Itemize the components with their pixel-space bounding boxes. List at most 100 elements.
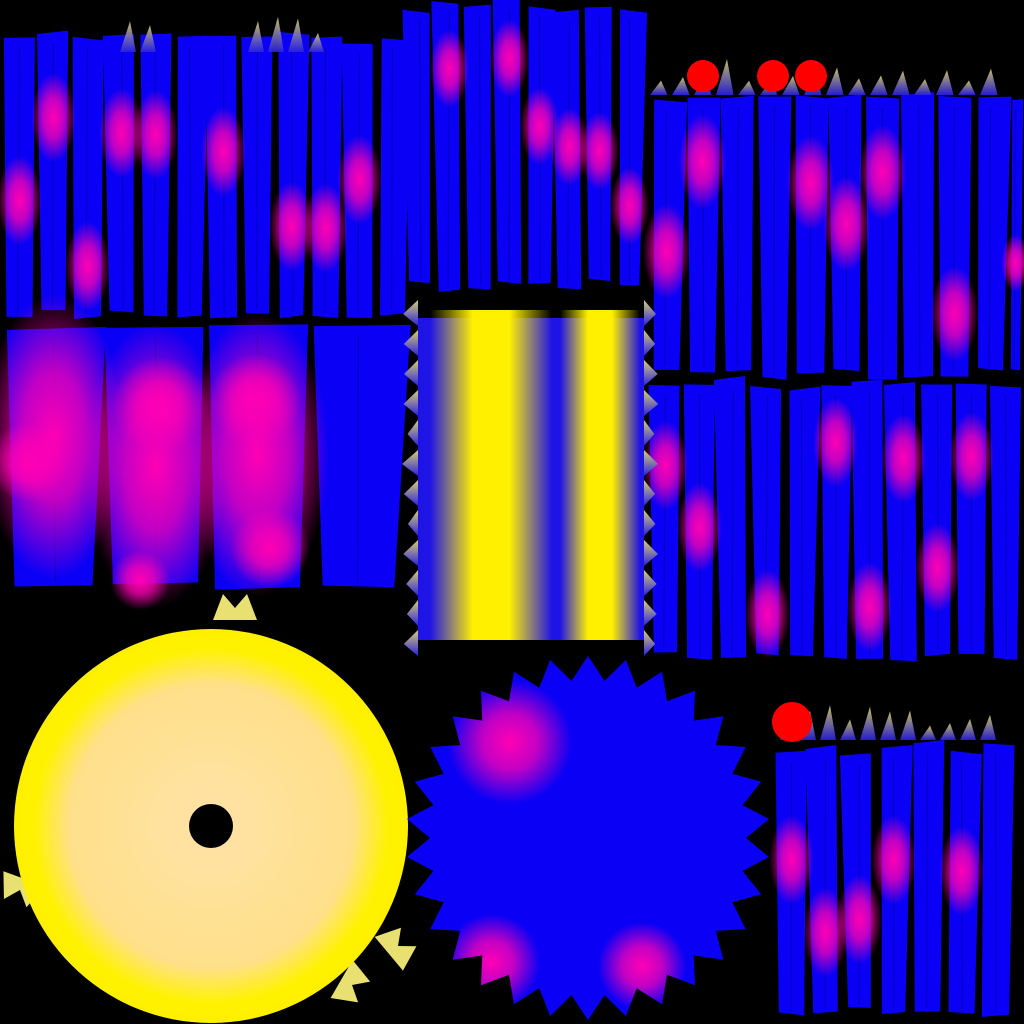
- gear-glow-bottom-right: [598, 922, 686, 1010]
- strip-panel: [463, 4, 491, 290]
- magenta-glow: [847, 562, 892, 652]
- red-marker: [795, 60, 827, 92]
- fringe-tab: [892, 70, 910, 95]
- fringe-tab: [958, 80, 976, 95]
- fringe-tab: [644, 570, 657, 596]
- fringe-tab: [140, 25, 156, 52]
- magenta-glow: [209, 354, 301, 446]
- magenta-glow: [858, 125, 907, 221]
- fringe-tab: [880, 711, 896, 740]
- strip-panel: [789, 386, 821, 657]
- magenta-glow: [642, 203, 691, 299]
- red-markers: [687, 60, 827, 742]
- fringe-tab: [900, 710, 916, 740]
- fringe-tab: [644, 510, 656, 536]
- fringe-tab: [644, 480, 656, 506]
- gear-glow-top: [448, 680, 572, 804]
- red-marker: [772, 702, 812, 742]
- magenta-glow: [813, 397, 858, 487]
- fringe-tab: [404, 360, 418, 386]
- magenta-glow: [930, 266, 979, 362]
- magenta-glow: [678, 114, 727, 210]
- magenta-glow: [490, 19, 529, 98]
- fringe-tab: [268, 16, 284, 53]
- strip-panel: [177, 35, 209, 318]
- fringe-tab: [644, 630, 656, 656]
- fringe-tab: [826, 67, 844, 95]
- strip-panel: [713, 376, 747, 658]
- fringe-tab: [940, 723, 956, 740]
- magenta-glow: [230, 508, 310, 588]
- magenta-glows: [0, 19, 1024, 977]
- magenta-glow: [949, 411, 994, 502]
- strip-seam: [188, 46, 191, 312]
- disc-center-hole: [189, 804, 233, 848]
- fringe-tab: [738, 80, 756, 95]
- strip-panel: [619, 9, 648, 286]
- fringe-tab: [407, 510, 418, 536]
- magenta-glow: [0, 155, 42, 246]
- strip-seam: [917, 105, 921, 373]
- magenta-glow: [520, 87, 559, 166]
- magenta-glow: [99, 88, 144, 178]
- magenta-glow: [939, 826, 984, 916]
- magenta-glow: [133, 90, 178, 180]
- magenta-glow: [430, 29, 469, 108]
- fringe-tab: [403, 480, 418, 506]
- fringe-tab: [248, 21, 264, 52]
- magenta-glow: [550, 107, 589, 186]
- magenta-glow: [65, 221, 110, 311]
- strip-seam: [418, 19, 422, 280]
- fringe-tab: [980, 68, 998, 95]
- magenta-glow: [871, 815, 916, 905]
- magenta-glow: [1001, 234, 1024, 292]
- yellow-band-right: [560, 310, 640, 640]
- fringe-tab: [644, 540, 658, 566]
- strip-panel: [278, 31, 310, 319]
- yellow-disc: [14, 629, 408, 1023]
- strip-panel: [313, 324, 411, 588]
- fringe-tab: [840, 719, 856, 740]
- strip-panel: [380, 38, 411, 316]
- fringe-tab: [330, 959, 371, 1003]
- fringe-tab: [288, 18, 304, 52]
- magenta-glow: [610, 166, 649, 245]
- strip-seam: [994, 753, 997, 1011]
- fringe-tab: [403, 540, 418, 566]
- strip-seam: [736, 108, 740, 367]
- magenta-glow: [269, 181, 314, 271]
- magenta-glow: [677, 482, 722, 572]
- magenta-glow: [837, 874, 882, 965]
- magenta-glow: [915, 523, 960, 613]
- yellow-band-left: [430, 310, 552, 640]
- magenta-glow: [337, 135, 382, 225]
- fringe-tab: [406, 570, 418, 596]
- fringe-tab: [403, 300, 418, 326]
- magenta-glow: [201, 107, 246, 197]
- fringe-tab: [672, 76, 690, 95]
- strip-seam: [988, 107, 992, 367]
- strip-panel: [720, 95, 754, 372]
- magenta-glow: [786, 135, 835, 231]
- gear-icon: [407, 656, 769, 1020]
- magenta-glow: [31, 72, 76, 163]
- strip-panel: [913, 740, 945, 1012]
- magenta-glow: [643, 420, 688, 511]
- fringe-tab: [914, 78, 932, 95]
- red-marker: [687, 60, 719, 92]
- fringe-tab: [644, 390, 659, 416]
- fringe-tab: [644, 300, 656, 326]
- strip-seam: [255, 46, 259, 310]
- fringe-tab: [960, 718, 976, 740]
- magenta-glow: [881, 413, 926, 504]
- fringe-tab: [644, 330, 656, 356]
- strip-panel: [981, 743, 1015, 1017]
- magenta-glow: [745, 569, 790, 659]
- fringe-tab: [644, 600, 657, 626]
- fringe-tab: [3, 871, 45, 908]
- fringe-tab: [644, 420, 655, 446]
- fringe-tab: [403, 390, 418, 416]
- strip-seam: [478, 16, 482, 286]
- fringe-tab: [820, 705, 836, 740]
